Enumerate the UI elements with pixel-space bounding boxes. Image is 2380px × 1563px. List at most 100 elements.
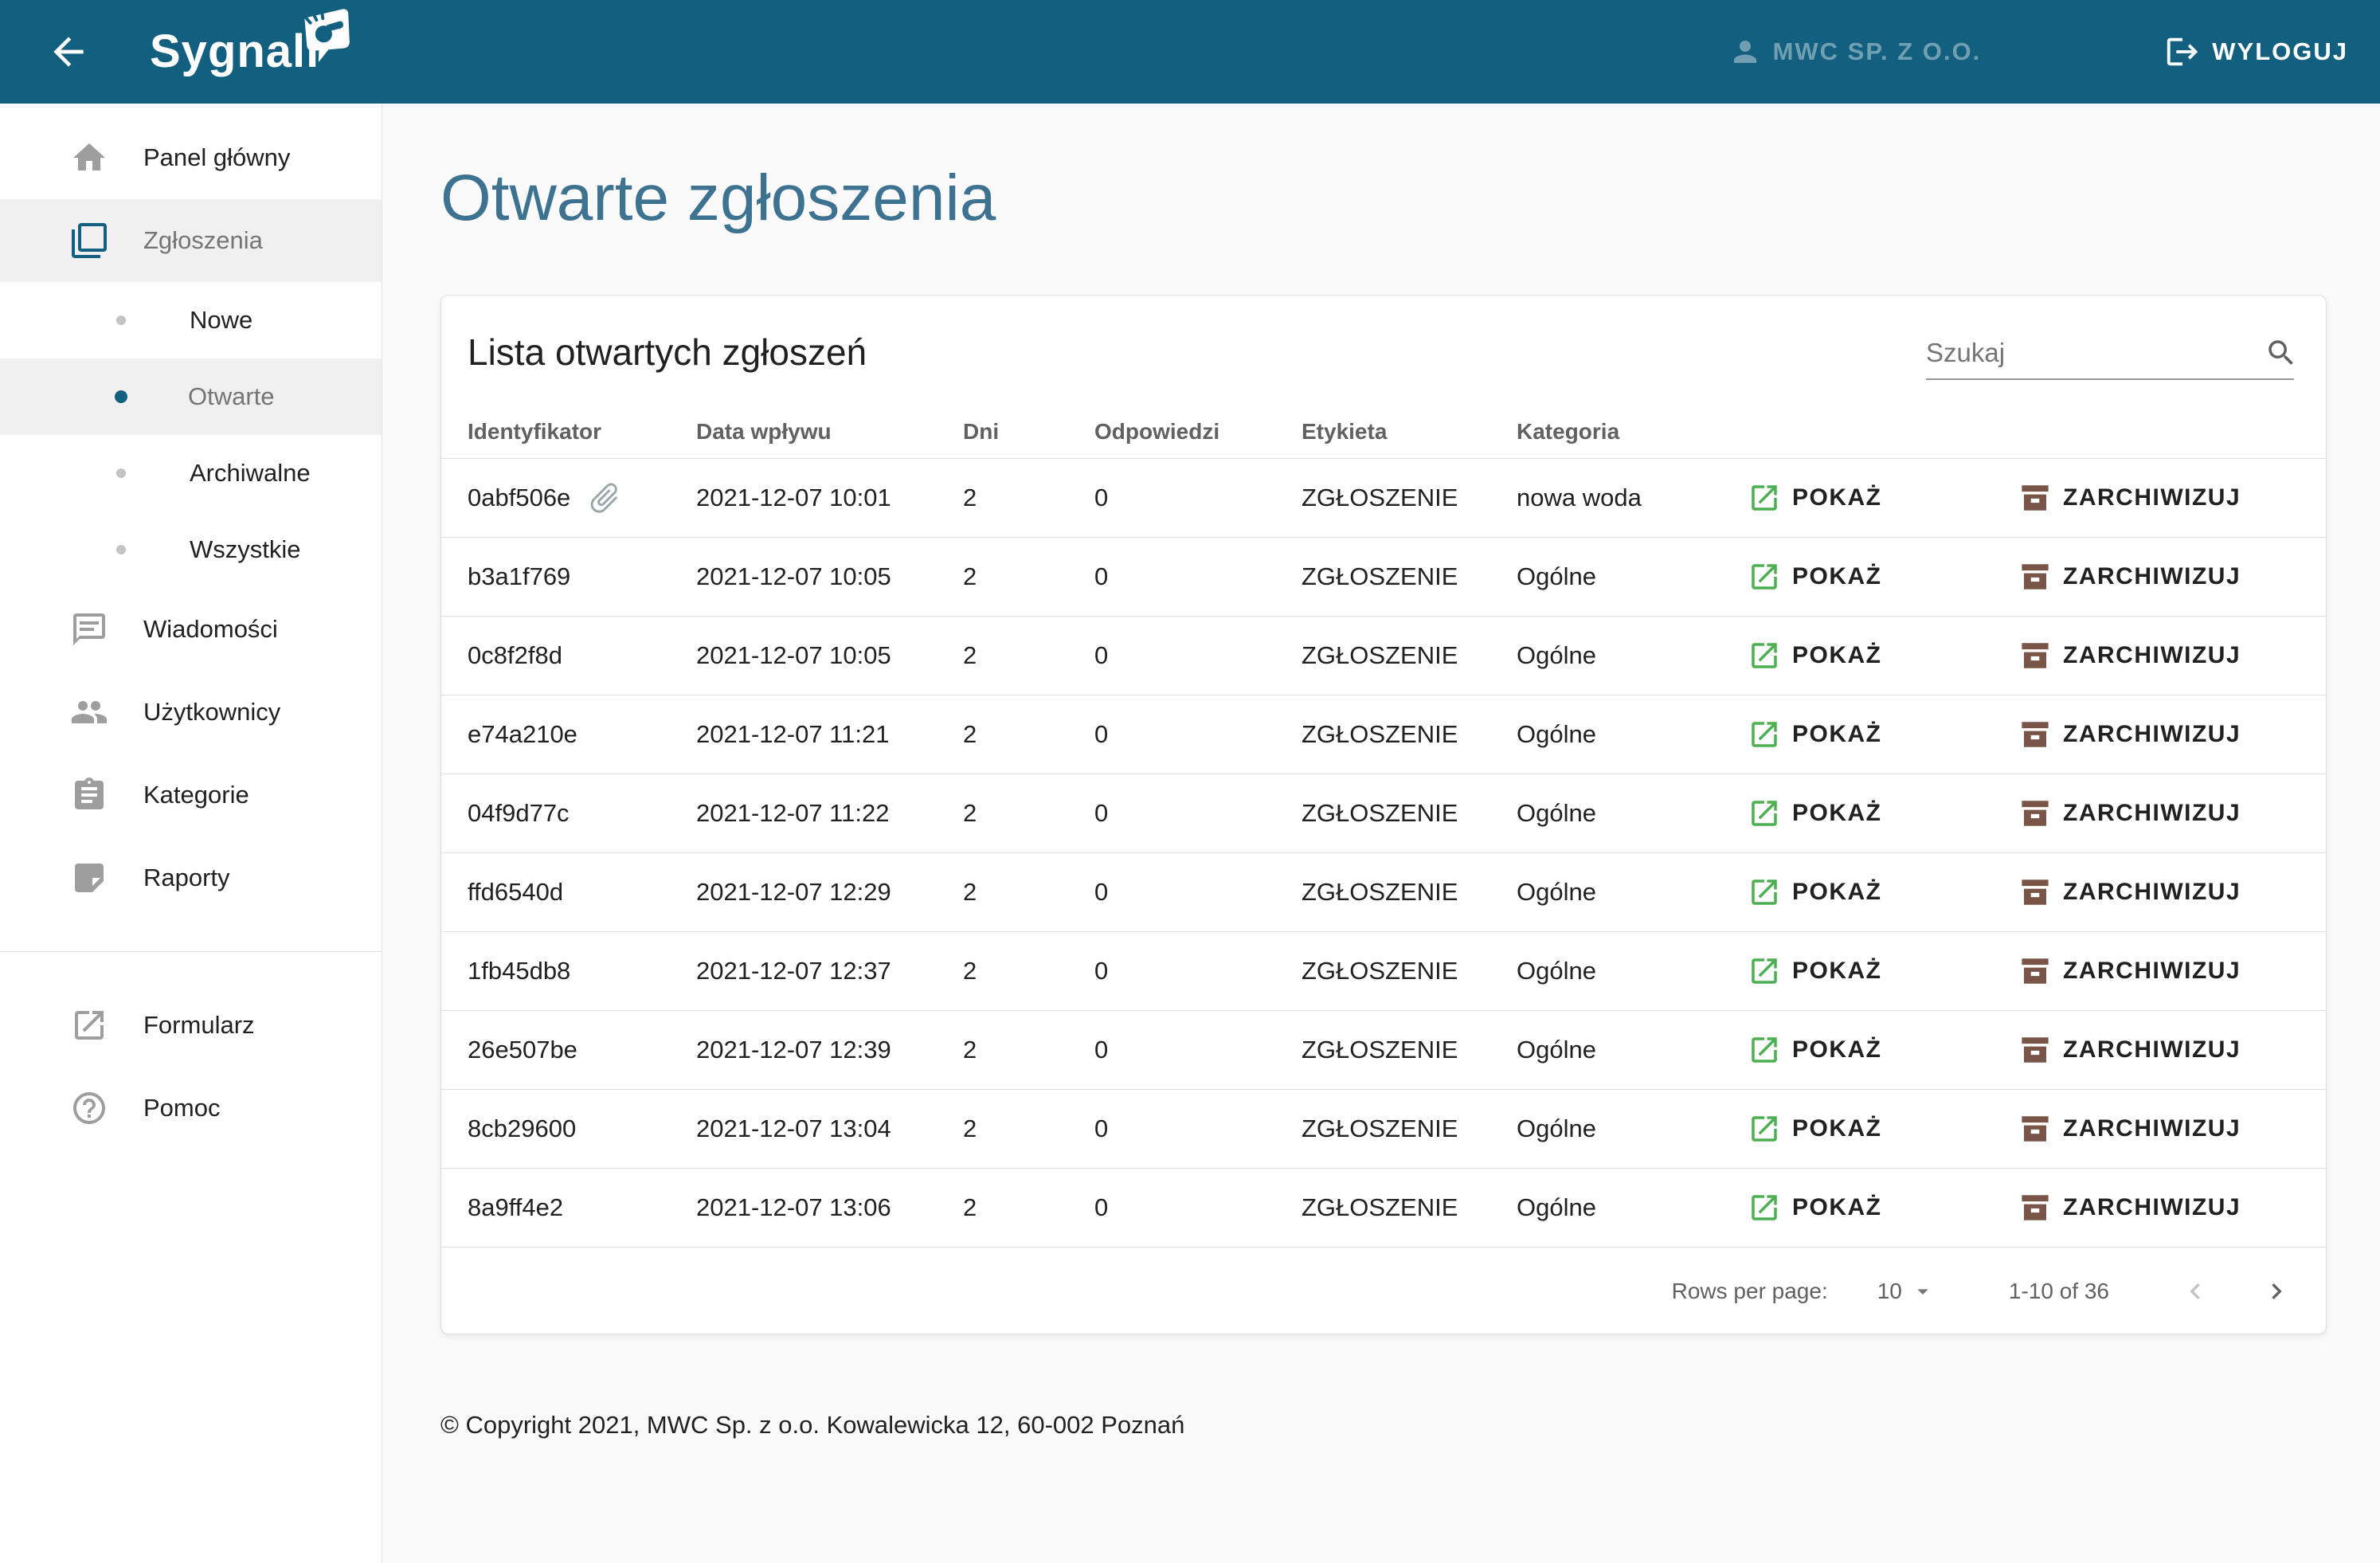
dropdown-arrow-icon [1917, 1289, 1928, 1295]
report-label: ZGŁOSZENIE [1302, 484, 1458, 512]
search-icon [2268, 340, 2293, 366]
show-button[interactable]: POKAŻ [1748, 797, 1882, 830]
report-category: Ogólne [1517, 1114, 1596, 1143]
show-button[interactable]: POKAŻ [1748, 560, 1882, 593]
report-date: 2021-12-07 10:05 [696, 562, 891, 591]
report-date: 2021-12-07 11:22 [696, 799, 890, 828]
show-button[interactable]: POKAŻ [1748, 639, 1882, 672]
sidebar-item-otwarte[interactable]: Otwarte [0, 358, 382, 435]
report-replies: 0 [1094, 1193, 1109, 1222]
report-date: 2021-12-07 12:37 [696, 957, 891, 985]
table-row: e74a210e 2021-12-07 11:21 2 0 ZGŁOSZENIE… [441, 695, 2326, 775]
sidebar-item-wiadomosci[interactable]: Wiadomości [0, 588, 382, 671]
back-button[interactable] [46, 29, 91, 74]
col-etykieta: Etykieta [1302, 418, 1388, 444]
report-category: Ogólne [1517, 562, 1596, 591]
search-input[interactable] [1926, 338, 2265, 369]
next-page-button[interactable] [2261, 1275, 2292, 1307]
table-row: 04f9d77c 2021-12-07 11:22 2 0 ZGŁOSZENIE… [441, 774, 2326, 854]
archive-icon [2022, 564, 2049, 590]
open-in-new-icon [1752, 1195, 1777, 1221]
table-row: b3a1f769 2021-12-07 10:05 2 0 ZGŁOSZENIE… [441, 538, 2326, 617]
report-category: Ogólne [1517, 878, 1596, 907]
report-id: ffd6540d [468, 878, 564, 907]
sidebar-item-label: Pomoc [143, 1094, 221, 1122]
archive-button[interactable]: ZARCHIWIZUJ [2018, 1033, 2241, 1067]
report-id: e74a210e [468, 720, 577, 749]
app-header: Sygnali MWC SP. Z O.O. WYLOGUJ [0, 0, 2380, 104]
open-in-new-icon [1752, 1116, 1777, 1142]
sidebar-item-kategorie[interactable]: Kategorie [0, 754, 382, 836]
sidebar-item-archiwalne[interactable]: Archiwalne [0, 435, 382, 511]
card-header: Lista otwartych zgłoszeń [441, 296, 2326, 405]
show-button[interactable]: POKAŻ [1748, 1112, 1882, 1146]
clipboard-icon [70, 776, 108, 814]
archive-button[interactable]: ZARCHIWIZUJ [2018, 639, 2241, 672]
report-days: 2 [963, 1036, 977, 1064]
report-id: 0abf506e [468, 484, 571, 512]
archive-button[interactable]: ZARCHIWIZUJ [2018, 876, 2241, 909]
note-icon [70, 859, 108, 897]
sidebar-item-label: Wiadomości [143, 615, 278, 643]
sidebar-item-label: Archiwalne [190, 459, 311, 487]
show-button[interactable]: POKAŻ [1748, 1033, 1882, 1067]
archive-button[interactable]: ZARCHIWIZUJ [2018, 718, 2241, 751]
sidebar-item-label: Formularz [143, 1011, 255, 1039]
main-content: Otwarte zgłoszenia Lista otwartych zgłos… [383, 104, 2380, 1563]
sidebar-item-wszystkie[interactable]: Wszystkie [0, 511, 382, 588]
app-logo[interactable]: Sygnali [150, 9, 350, 75]
company-name: MWC SP. Z O.O. [1772, 37, 1982, 65]
report-category: Ogólne [1517, 720, 1596, 749]
report-days: 2 [963, 1193, 977, 1222]
report-id: 04f9d77c [468, 799, 570, 828]
archive-label: ZARCHIWIZUJ [2063, 1194, 2241, 1221]
report-days: 2 [963, 562, 977, 591]
show-label: POKAŻ [1792, 642, 1882, 669]
pagination-bar: Rows per page: 10 1-10 of 36 [441, 1248, 2326, 1334]
show-button[interactable]: POKAŻ [1748, 954, 1882, 988]
report-replies: 0 [1094, 484, 1109, 512]
archive-icon [2022, 879, 2049, 906]
show-button[interactable]: POKAŻ [1748, 1191, 1882, 1224]
col-kategoria: Kategoria [1517, 418, 1620, 444]
sidebar-item-label: Zgłoszenia [143, 226, 263, 254]
show-button[interactable]: POKAŻ [1748, 718, 1882, 751]
open-in-new-icon [1752, 564, 1777, 590]
archive-button[interactable]: ZARCHIWIZUJ [2018, 954, 2241, 988]
open-in-new-icon [1752, 801, 1777, 827]
table-row: 26e507be 2021-12-07 12:39 2 0 ZGŁOSZENIE… [441, 1011, 2326, 1091]
report-category: Ogólne [1517, 1036, 1596, 1064]
report-date: 2021-12-07 10:01 [696, 484, 891, 512]
chevron-right-icon [2272, 1283, 2282, 1300]
rows-per-page-select[interactable]: 10 [1877, 1279, 1936, 1304]
show-button[interactable]: POKAŻ [1748, 481, 1882, 515]
report-label: ZGŁOSZENIE [1302, 641, 1458, 670]
report-category: nowa woda [1517, 484, 1642, 512]
sidebar-item-uzytkownicy[interactable]: Użytkownicy [0, 671, 382, 754]
sidebar-item-formularz[interactable]: Formularz [0, 984, 382, 1067]
sidebar-item-panel-glowny[interactable]: Panel główny [0, 116, 382, 199]
sidebar-item-nowe[interactable]: Nowe [0, 282, 382, 358]
show-button[interactable]: POKAŻ [1748, 876, 1882, 909]
archive-button[interactable]: ZARCHIWIZUJ [2018, 481, 2241, 515]
report-id: b3a1f769 [468, 562, 571, 591]
logout-button[interactable]: WYLOGUJ [2164, 33, 2348, 70]
archive-button[interactable]: ZARCHIWIZUJ [2018, 560, 2241, 593]
archive-button[interactable]: ZARCHIWIZUJ [2018, 1191, 2241, 1224]
sidebar-item-label: Nowe [190, 306, 253, 334]
archive-button[interactable]: ZARCHIWIZUJ [2018, 1112, 2241, 1146]
report-date: 2021-12-07 13:06 [696, 1193, 891, 1222]
archive-label: ZARCHIWIZUJ [2063, 484, 2241, 511]
archive-label: ZARCHIWIZUJ [2063, 958, 2241, 985]
sidebar-item-pomoc[interactable]: Pomoc [0, 1067, 382, 1150]
sidebar-item-label: Użytkownicy [143, 698, 281, 726]
sidebar-item-raporty[interactable]: Raporty [0, 836, 382, 919]
prev-page-button [2179, 1275, 2211, 1307]
search-field [1926, 327, 2294, 381]
archive-button[interactable]: ZARCHIWIZUJ [2018, 797, 2241, 830]
report-replies: 0 [1094, 1036, 1109, 1064]
bullet-icon [116, 468, 126, 478]
table-row: 1fb45db8 2021-12-07 12:37 2 0 ZGŁOSZENIE… [441, 932, 2326, 1012]
sidebar-item-zgloszenia[interactable]: Zgłoszenia [0, 199, 382, 282]
sidebar-item-label: Otwarte [188, 382, 275, 410]
